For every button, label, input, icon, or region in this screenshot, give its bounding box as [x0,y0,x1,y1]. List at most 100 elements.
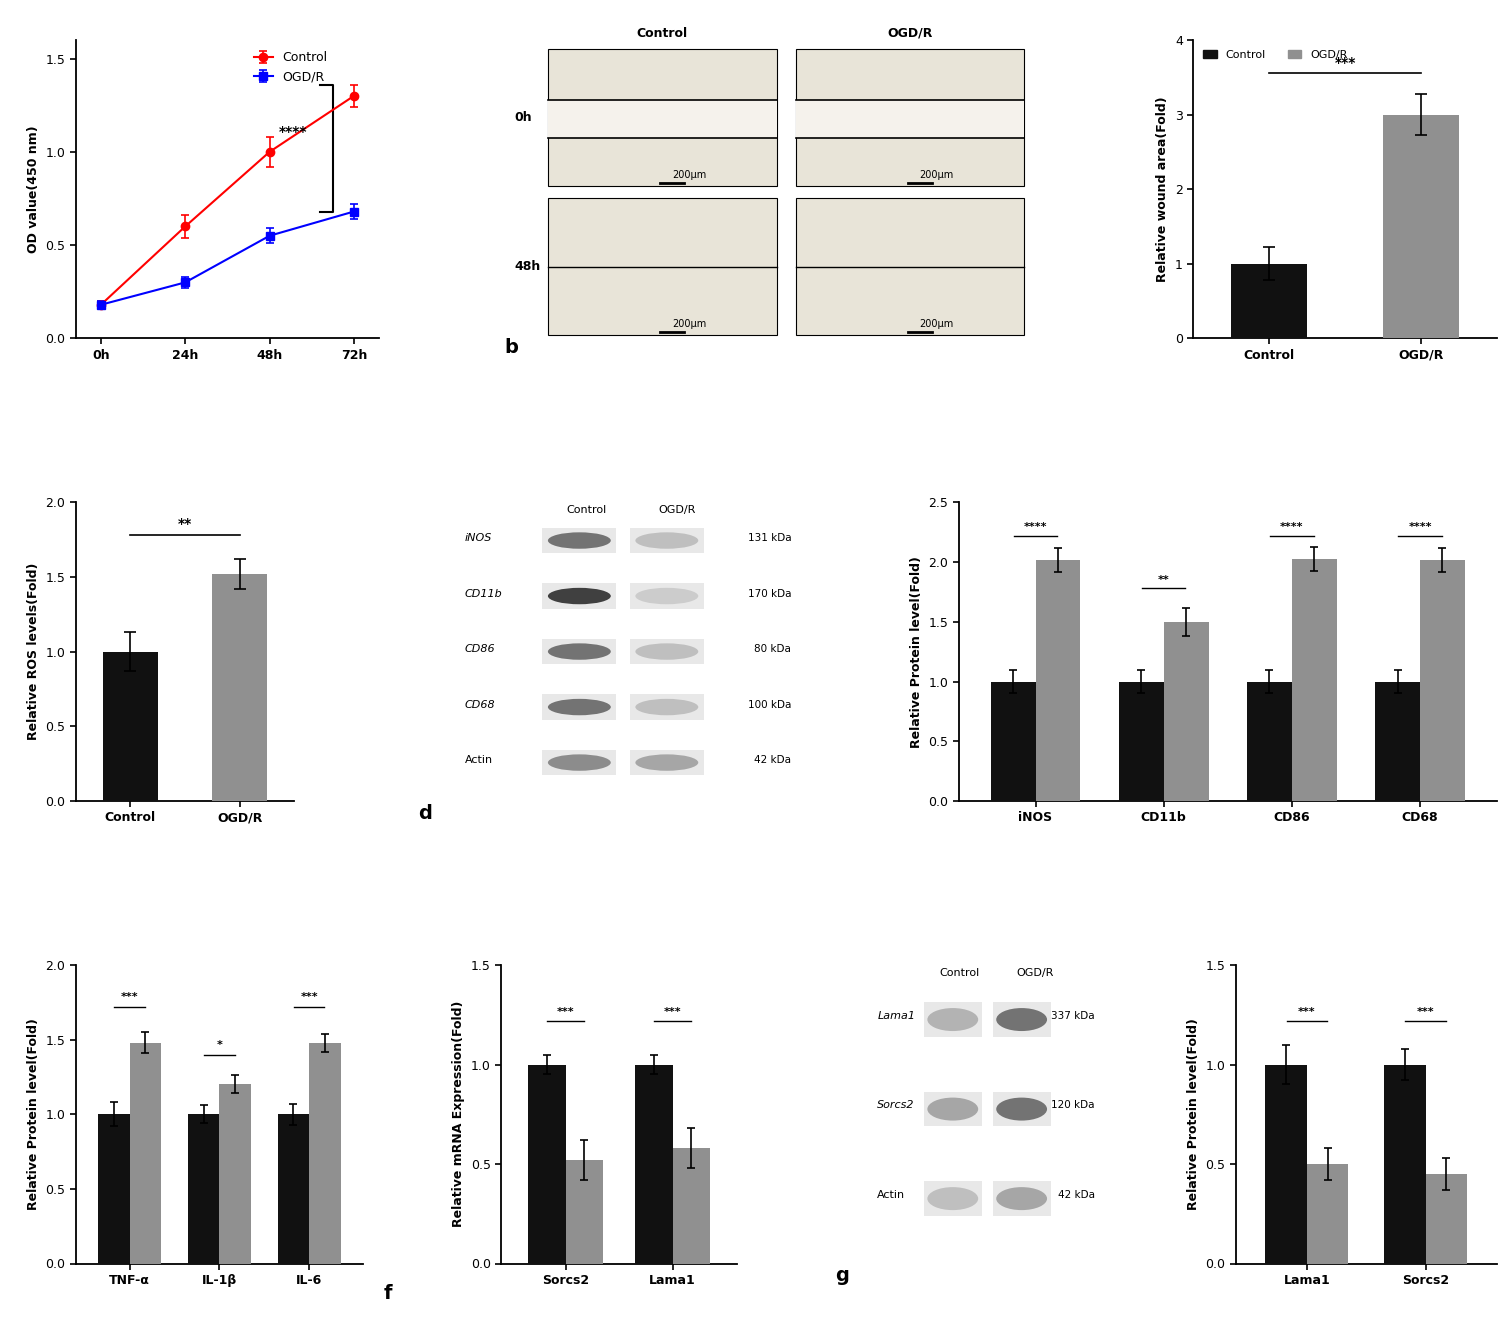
Text: iNOS: iNOS [466,533,493,543]
Ellipse shape [547,532,611,549]
Text: 131 kDa: 131 kDa [747,533,791,543]
Text: 120 kDa: 120 kDa [1051,1100,1095,1111]
Bar [278,1115,308,1264]
Text: ***: *** [556,1007,575,1017]
Bar [673,1148,711,1264]
FancyBboxPatch shape [543,584,617,609]
Text: g: g [835,1266,848,1285]
Text: 42 kDa: 42 kDa [754,755,791,765]
Bar [1119,681,1164,801]
FancyBboxPatch shape [543,638,617,664]
Bar [1383,114,1459,338]
Text: d: d [417,803,432,823]
Text: ***: *** [1335,56,1356,69]
Text: 0h: 0h [514,110,532,124]
FancyBboxPatch shape [631,694,703,720]
Bar [1420,560,1465,801]
Text: OGD/R: OGD/R [658,505,696,516]
FancyBboxPatch shape [631,750,703,775]
Text: Actin: Actin [877,1190,906,1200]
Bar [187,1115,219,1264]
Text: 100 kDa: 100 kDa [748,700,791,710]
Ellipse shape [927,1097,978,1121]
Text: 337 kDa: 337 kDa [1051,1011,1095,1021]
FancyBboxPatch shape [795,100,1024,138]
Bar [565,1160,603,1264]
Bar [130,1043,160,1264]
FancyBboxPatch shape [993,1181,1051,1216]
Bar [1231,263,1306,338]
Bar [990,681,1036,801]
Ellipse shape [996,1097,1046,1121]
Text: ***: *** [1297,1007,1315,1017]
Bar [219,1084,251,1263]
Legend: Control, OGD/R: Control, OGD/R [1199,45,1352,64]
Ellipse shape [635,754,699,771]
Ellipse shape [927,1188,978,1210]
Y-axis label: OD value(450 nm): OD value(450 nm) [27,125,39,253]
Text: 42 kDa: 42 kDa [1058,1190,1095,1200]
Bar [1426,1174,1467,1264]
Text: ****: **** [1024,523,1048,532]
Bar [1374,681,1420,801]
Ellipse shape [635,644,699,660]
Text: ****: **** [1408,523,1432,532]
FancyBboxPatch shape [543,750,617,775]
FancyBboxPatch shape [993,1092,1051,1127]
Text: OGD/R: OGD/R [888,27,933,40]
Ellipse shape [996,1188,1046,1210]
Bar [308,1043,340,1264]
Text: 170 kDa: 170 kDa [748,589,791,599]
FancyBboxPatch shape [924,1092,981,1127]
Text: **: ** [178,517,192,531]
Bar [103,652,157,801]
Text: ***: *** [121,992,138,1003]
Bar [1164,622,1208,801]
Y-axis label: Relative Protein level(Fold): Relative Protein level(Fold) [27,1019,39,1210]
Text: Lama1: Lama1 [877,1011,915,1021]
Bar [1383,1064,1426,1264]
Bar [635,1064,673,1264]
Text: 200μm: 200μm [671,170,706,180]
FancyBboxPatch shape [631,528,703,553]
Ellipse shape [547,644,611,660]
FancyBboxPatch shape [631,584,703,609]
Y-axis label: Relative wound area(Fold): Relative wound area(Fold) [1157,96,1169,282]
Text: 200μm: 200μm [671,319,706,330]
FancyBboxPatch shape [543,528,617,553]
FancyBboxPatch shape [631,638,703,664]
Bar [1247,681,1291,801]
Text: b: b [505,338,519,358]
Text: 200μm: 200μm [919,170,954,180]
Ellipse shape [547,754,611,771]
Y-axis label: Relative Protein level(Fold): Relative Protein level(Fold) [910,556,922,747]
Ellipse shape [635,588,699,604]
Text: CD68: CD68 [466,700,496,710]
Text: 80 kDa: 80 kDa [754,644,791,654]
Bar [1306,1164,1349,1264]
Text: *: * [216,1040,222,1051]
Text: 48h: 48h [514,261,540,273]
Ellipse shape [547,698,611,716]
Bar [528,1064,565,1264]
Text: ***: *** [301,992,318,1003]
Text: CD11b: CD11b [466,589,502,599]
Text: Sorcs2: Sorcs2 [877,1100,915,1111]
Bar [212,575,268,801]
Text: ***: *** [1417,1007,1435,1017]
Y-axis label: Relative Protein level(Fold): Relative Protein level(Fold) [1187,1019,1199,1210]
Text: OGD/R: OGD/R [1016,968,1054,978]
Text: Actin: Actin [466,755,493,765]
FancyBboxPatch shape [924,1181,981,1216]
Text: **: ** [1158,575,1170,585]
FancyBboxPatch shape [543,694,617,720]
Text: ****: **** [280,125,307,138]
Y-axis label: Relative ROS levels(Fold): Relative ROS levels(Fold) [27,563,39,741]
Text: CD86: CD86 [466,644,496,654]
Text: f: f [384,1285,392,1303]
Y-axis label: Relative mRNA Expression(Fold): Relative mRNA Expression(Fold) [452,1001,466,1228]
Text: Control: Control [939,968,980,978]
Text: ***: *** [664,1007,682,1017]
Text: Control: Control [565,505,606,516]
Ellipse shape [996,1008,1046,1031]
